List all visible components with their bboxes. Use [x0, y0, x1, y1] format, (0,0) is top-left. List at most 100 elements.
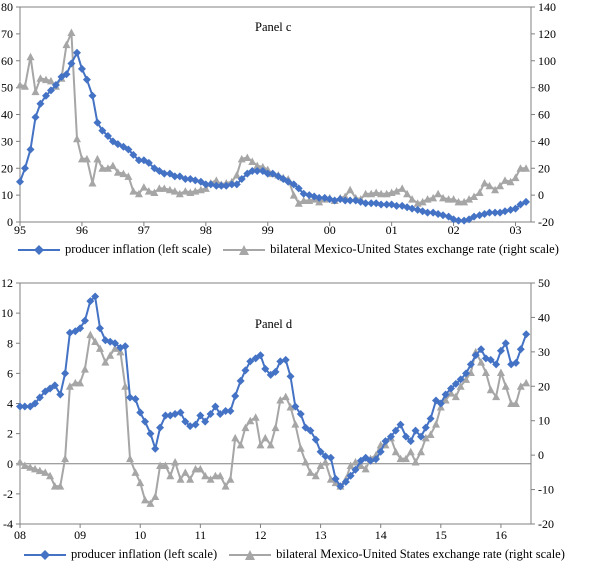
- data-point: [477, 345, 486, 354]
- data-point: [516, 200, 525, 209]
- data-point: [294, 184, 303, 193]
- data-point: [331, 474, 340, 483]
- data-point: [95, 324, 104, 333]
- right-tick-label: 120: [538, 27, 556, 41]
- x-tick-label: 13: [315, 528, 327, 542]
- data-point: [253, 166, 262, 175]
- data-point: [191, 420, 200, 429]
- data-point: [191, 176, 200, 185]
- data-point: [316, 447, 325, 456]
- data-point: [451, 379, 460, 388]
- panel-d-chart: -4 -2 0 2 4 6 8 10 12 -20 -10 0 10 20 30 40 50 08 09 10 11 12…: [0, 273, 591, 573]
- data-point: [231, 391, 240, 400]
- data-point: [165, 185, 174, 194]
- x-tick-label: 10: [134, 528, 146, 542]
- series-line: [19, 50, 527, 222]
- data-point: [171, 458, 180, 466]
- data-point: [206, 475, 215, 483]
- data-point: [151, 492, 160, 500]
- data-point: [16, 80, 24, 89]
- data-point: [475, 188, 484, 196]
- data-point: [46, 76, 55, 85]
- data-point: [465, 195, 474, 203]
- data-point: [101, 358, 110, 366]
- data-point: [216, 410, 225, 419]
- data-point: [175, 189, 184, 198]
- data-point: [516, 345, 525, 354]
- data-point: [511, 399, 520, 407]
- data-point: [232, 180, 241, 189]
- data-point: [134, 189, 143, 198]
- data-point: [236, 376, 245, 385]
- data-point: [62, 40, 71, 49]
- data-point: [346, 196, 355, 205]
- data-point: [486, 355, 495, 364]
- data-point: [408, 204, 417, 213]
- data-point: [346, 461, 355, 469]
- data-point: [496, 181, 505, 190]
- data-point: [139, 183, 148, 191]
- legend-item-producer-inflation: producer inflation (left scale): [16, 242, 211, 257]
- data-point: [108, 161, 117, 170]
- panel-c-plot: 01020304050607080-2002040608010012014095…: [1, 0, 556, 235]
- data-point: [186, 475, 195, 483]
- data-point: [211, 402, 220, 411]
- x-tick-label: 15: [435, 528, 447, 542]
- data-point: [221, 407, 230, 416]
- data-point: [406, 447, 415, 456]
- data-point: [170, 172, 179, 181]
- data-point: [391, 447, 400, 456]
- data-point: [281, 355, 290, 364]
- x-tick-label: 98: [200, 223, 212, 235]
- legend-label: bilateral Mexico-United States exchange …: [276, 547, 565, 561]
- data-point: [253, 161, 262, 170]
- data-point: [261, 433, 270, 442]
- x-tick-label: 96: [76, 223, 88, 235]
- left-tick-label: 0: [7, 457, 13, 471]
- data-point: [336, 482, 345, 491]
- data-point: [263, 169, 272, 178]
- data-point: [126, 393, 135, 402]
- data-point: [485, 208, 494, 217]
- data-point: [416, 447, 425, 456]
- data-point: [276, 396, 285, 404]
- data-point: [16, 177, 24, 186]
- data-point: [226, 407, 235, 416]
- data-point: [156, 461, 165, 469]
- data-point: [31, 399, 40, 408]
- legend-diamond-line-icon: [18, 244, 60, 255]
- x-tick-label: 12: [254, 528, 266, 542]
- data-point: [56, 482, 65, 490]
- data-point: [181, 187, 190, 195]
- data-point: [103, 132, 112, 140]
- data-point: [296, 410, 305, 419]
- data-point: [62, 70, 71, 79]
- data-point: [371, 455, 380, 464]
- data-point: [166, 411, 175, 420]
- legend-label: producer inflation (left scale): [65, 242, 212, 256]
- right-tick-label: 20: [538, 379, 550, 393]
- data-point: [77, 64, 86, 73]
- data-point: [206, 180, 215, 189]
- data-point: [72, 134, 81, 143]
- data-point: [93, 118, 102, 127]
- data-point: [268, 169, 277, 178]
- data-point: [485, 181, 494, 190]
- data-point: [301, 458, 310, 466]
- x-tick-label: 14: [375, 528, 387, 542]
- data-point: [80, 365, 89, 373]
- data-point: [124, 172, 133, 180]
- data-point: [351, 465, 360, 474]
- data-point: [429, 193, 438, 202]
- data-point: [226, 475, 235, 483]
- data-point: [271, 423, 280, 432]
- data-point: [386, 432, 395, 441]
- left-tick-label: -4: [3, 517, 13, 531]
- data-point: [351, 458, 360, 466]
- data-point: [42, 75, 51, 84]
- data-point: [492, 392, 501, 401]
- data-point: [196, 411, 205, 420]
- data-point: [103, 164, 112, 172]
- right-tick-label: 60: [538, 108, 550, 122]
- data-point: [316, 461, 325, 469]
